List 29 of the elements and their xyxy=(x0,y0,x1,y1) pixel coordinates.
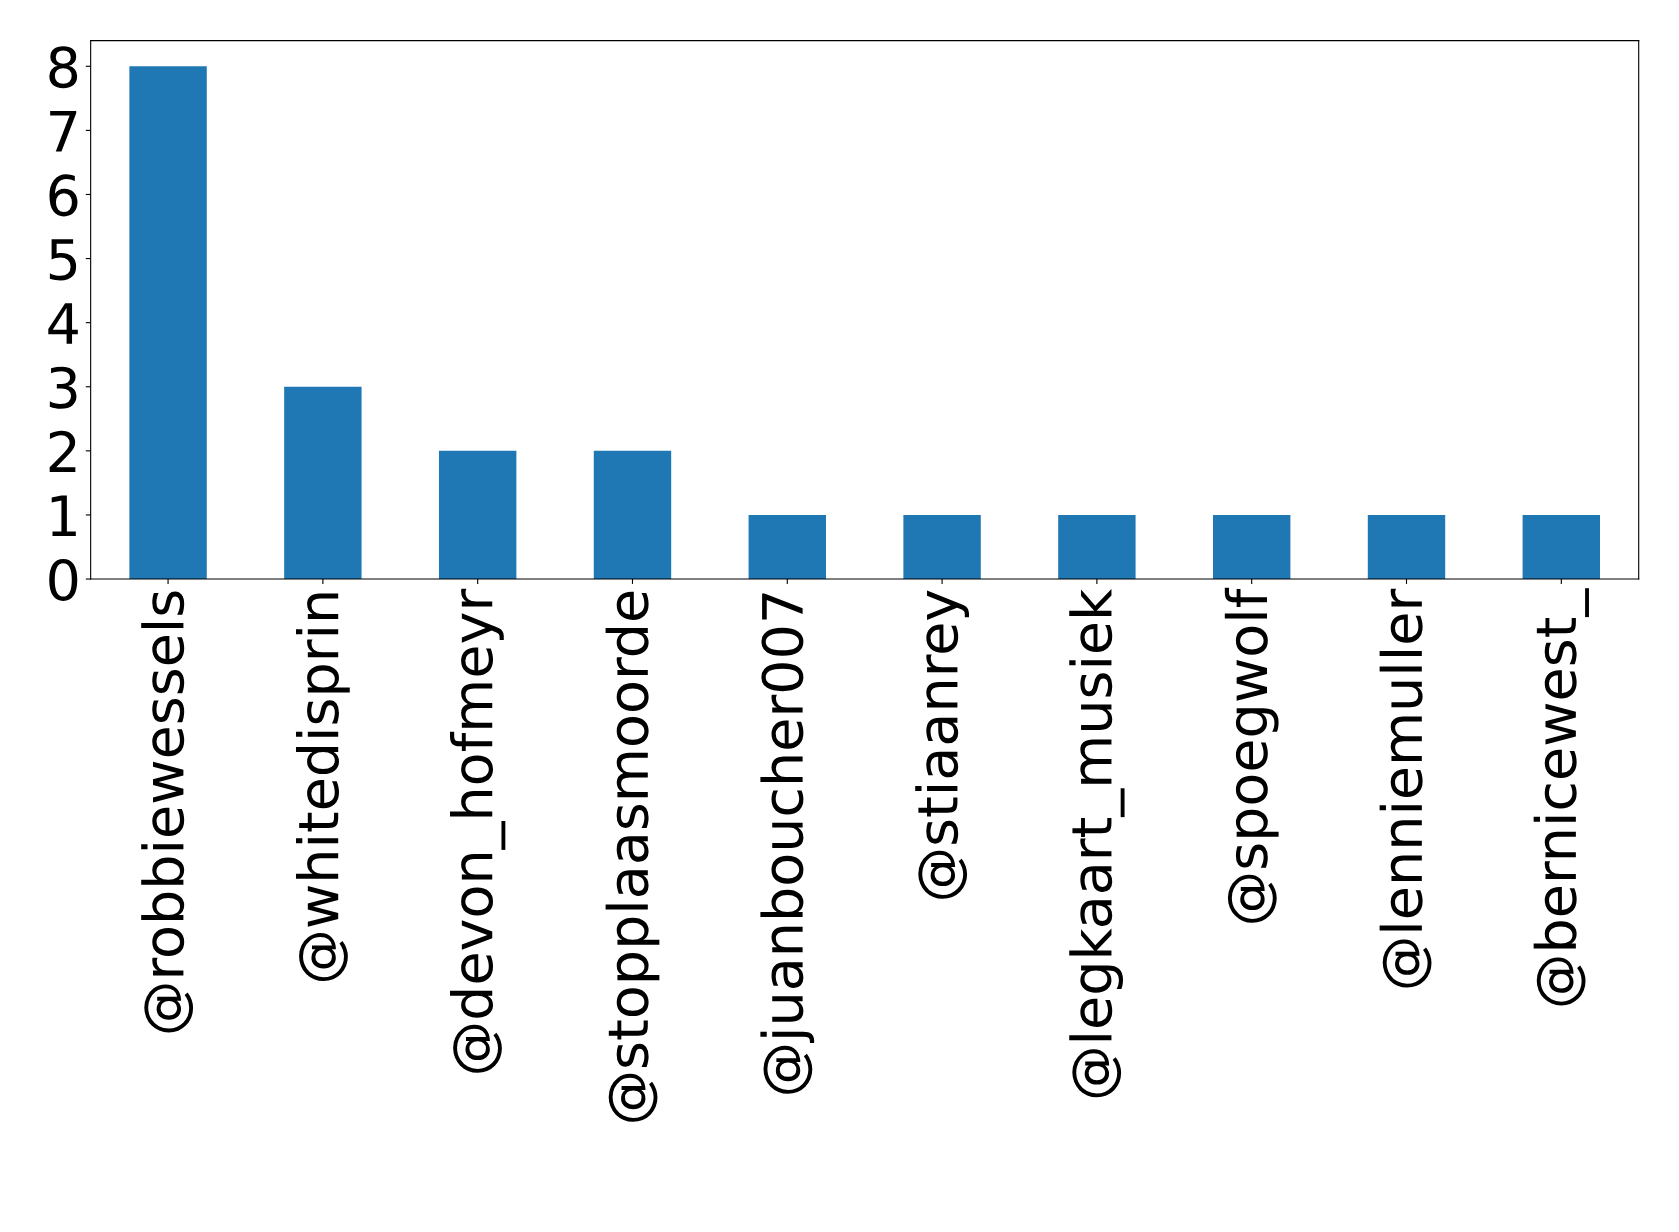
x-tick-label: @legkaart_musiek xyxy=(1069,588,1125,1098)
y-tick-label: 7 xyxy=(50,110,77,152)
bar xyxy=(284,386,362,580)
x-tick-label: @whitedisprin xyxy=(295,593,350,982)
y-tick-label: 0 xyxy=(49,558,78,601)
x-tick-label: @stiaanrey xyxy=(915,590,969,899)
x-tick-label: @juanboucher007 xyxy=(760,593,815,1094)
bar xyxy=(903,514,981,580)
y-tick-label: 6 xyxy=(49,174,78,217)
x-tick-label: @spoegwolf xyxy=(1224,587,1279,923)
bar xyxy=(129,66,207,580)
x-tick-label: @devon_hofmeyr xyxy=(450,588,506,1073)
bar xyxy=(1212,514,1291,580)
x-tick-label: @bernicewest_ xyxy=(1533,588,1589,1006)
y-tick-label: 8 xyxy=(49,46,78,89)
y-tick-label: 1 xyxy=(51,495,76,537)
x-tick-label: @stopplaasmoorde xyxy=(605,591,660,1122)
y-tick-label: 3 xyxy=(49,366,77,409)
bar xyxy=(593,450,672,580)
bar xyxy=(748,514,826,580)
bar xyxy=(438,450,517,580)
bar xyxy=(1522,514,1600,580)
x-tick-label: @robbiewessels xyxy=(141,591,194,1033)
bar xyxy=(1367,514,1446,580)
y-tick-label: 2 xyxy=(49,430,76,472)
x-tick-label: @lenniemuller xyxy=(1379,588,1432,988)
bar xyxy=(1058,514,1136,580)
y-tick-label: 4 xyxy=(48,303,78,344)
y-tick-label: 5 xyxy=(49,239,77,281)
